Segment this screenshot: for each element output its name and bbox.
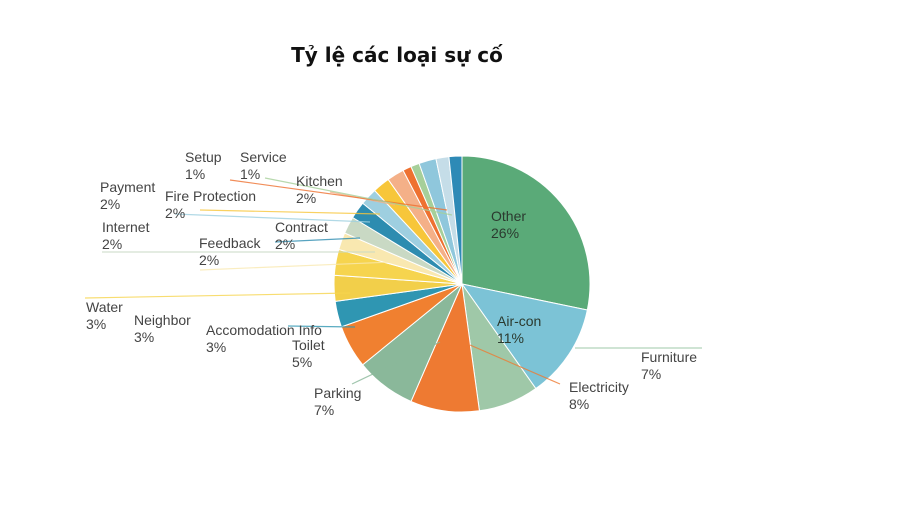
leader-line-payment (174, 213, 371, 223)
slice-label-other: Other 26% (491, 208, 526, 241)
leader-line-accomodation-info (287, 325, 356, 328)
slice-label-water: Water 3% (86, 299, 123, 332)
leader-line-fire-protection (199, 209, 381, 215)
slice-label-contract: Contract 2% (275, 219, 328, 252)
leader-line-electricity (469, 344, 561, 385)
slice-label-internet: Internet 2% (102, 219, 150, 252)
leader-lines (84, 177, 702, 385)
slice-label-air-con: Air-con 11% (497, 313, 541, 346)
leader-line-contract (274, 237, 361, 243)
slice-label-toilet: Toilet 5% (292, 337, 325, 370)
slice-label-neighbor: Neighbor 3% (134, 312, 191, 345)
leader-line-water (84, 292, 351, 299)
leader-line-feedback (199, 261, 393, 271)
slice-label-parking: Parking 7% (314, 385, 361, 418)
slice-label-kitchen: Kitchen 2% (296, 173, 343, 206)
leader-line-service (264, 177, 453, 216)
leader-line-setup (229, 179, 448, 211)
slice-label-fire-protection: Fire Protection 2% (165, 188, 256, 221)
slice-labels: Other 26% Air-con 11% Furniture 7% Electricity… (86, 149, 697, 418)
slice-label-service: Service 1% (240, 149, 287, 182)
slice-label-setup: Setup 1% (185, 149, 222, 182)
slice-label-accomodation-info: Accomodation Info 3% (206, 322, 322, 355)
slice-label-payment: Payment 2% (100, 179, 155, 212)
pie-slice-air-con (460, 283, 588, 390)
leader-line-parking (351, 341, 441, 385)
slice-label-feedback: Feedback 2% (199, 235, 261, 268)
slice-label-furniture: Furniture 7% (641, 349, 697, 382)
pie-slices (333, 155, 591, 413)
pie-slice-unlabeled-19 (448, 155, 463, 285)
chart-title: Tỷ lệ các loại sự cố (291, 43, 503, 67)
pie-slice-other (461, 155, 591, 311)
slice-label-electricity: Electricity 8% (569, 379, 629, 412)
